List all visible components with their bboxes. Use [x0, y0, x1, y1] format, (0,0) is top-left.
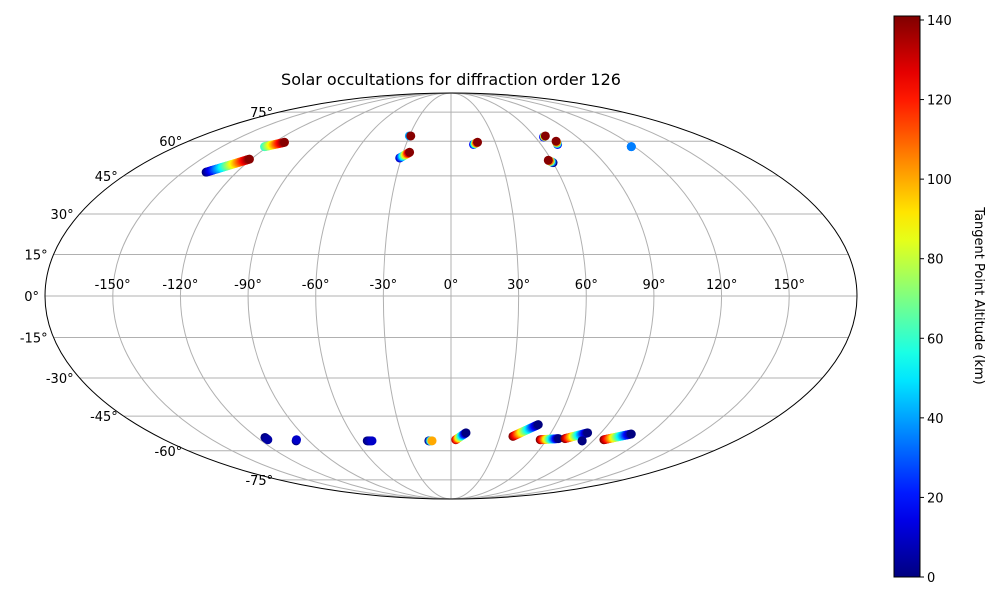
data-point: [626, 429, 636, 439]
y-tick-labels: -75° -60° -45° -30° -15° 0° 15° 30° 45° 60° 75°: [20, 106, 273, 489]
data-point: [406, 131, 416, 141]
data-point: [583, 428, 593, 438]
occultation-track: [260, 137, 289, 152]
data-point: [554, 434, 564, 444]
x-tick-label: 90°: [642, 278, 665, 293]
data-point: [263, 435, 273, 445]
data-point: [405, 147, 415, 157]
x-tick-label: -120°: [162, 278, 198, 293]
occultation-points: [201, 131, 636, 446]
occultation-track: [599, 429, 636, 445]
graticule: [45, 93, 857, 499]
chart-title: Solar occultations for diffraction order…: [281, 70, 621, 89]
data-point: [533, 420, 543, 430]
colorbar-tick-label: 60: [927, 332, 944, 347]
y-tick-label: -15°: [20, 332, 48, 347]
colorbar-ticks: 0 20 40 60 80 100 120 140: [920, 14, 952, 586]
occultation-track: [577, 436, 587, 446]
y-tick-label: 45°: [95, 170, 118, 185]
colorbar-tick-label: 120: [927, 94, 952, 109]
occultation-track: [404, 131, 416, 141]
map-boundary: [44, 92, 858, 500]
occultation-track: [469, 137, 483, 149]
x-tick-labels: -150° -120° -90° -60° -30° 0° 30° 60° 90° 120° 150…: [95, 278, 805, 293]
x-tick-label: 0°: [444, 278, 459, 293]
y-tick-label: 30°: [51, 208, 74, 223]
colorbar: 0 20 40 60 80 100 120 140 Tangent Point Altitud…: [893, 14, 986, 586]
occultation-track: [626, 142, 636, 152]
occultation-track: [535, 434, 564, 445]
colorbar-tick-label: 40: [927, 412, 944, 427]
y-tick-label: -45°: [90, 410, 118, 425]
x-tick-label: 120°: [706, 278, 737, 293]
data-point: [626, 142, 636, 152]
occultation-track: [362, 436, 377, 446]
y-tick-label: 75°: [250, 106, 273, 121]
colorbar-tick-label: 80: [927, 253, 944, 268]
occultation-track: [201, 154, 254, 177]
occultation-track: [260, 432, 273, 445]
occultation-track: [560, 428, 593, 444]
occultation-track: [424, 436, 437, 446]
data-point: [473, 137, 483, 147]
y-tick-label: 0°: [24, 290, 39, 305]
colorbar-tick-label: 20: [927, 491, 944, 506]
x-tick-label: 30°: [507, 278, 530, 293]
occultation-track: [395, 147, 415, 163]
occultation-track: [451, 428, 471, 445]
data-point: [461, 428, 471, 438]
occultation-track: [551, 136, 563, 149]
data-point: [279, 137, 289, 147]
x-tick-label: 60°: [575, 278, 598, 293]
colorbar-gradient: [893, 15, 921, 578]
x-tick-label: 150°: [774, 278, 805, 293]
data-point: [543, 155, 553, 165]
y-tick-label: 60°: [159, 135, 182, 150]
occultation-track: [508, 420, 543, 441]
x-tick-label: -30°: [369, 278, 397, 293]
data-point: [367, 436, 377, 446]
y-tick-label: -75°: [245, 474, 273, 489]
occultation-track: [543, 155, 558, 168]
colorbar-tick-label: 140: [927, 14, 952, 29]
data-point: [551, 136, 561, 146]
y-tick-label: -30°: [46, 372, 74, 387]
data-point: [577, 436, 587, 446]
colorbar-tick-label: 100: [927, 173, 952, 188]
x-tick-label: -90°: [234, 278, 262, 293]
colorbar-label: Tangent Point Altitude (km): [971, 206, 986, 384]
occultation-track: [291, 435, 301, 446]
data-point: [292, 435, 301, 445]
colorbar-tick-label: 0: [927, 571, 935, 586]
occultation-track: [539, 131, 550, 142]
data-point: [427, 436, 437, 446]
data-point: [540, 131, 550, 141]
data-point: [244, 154, 254, 164]
x-tick-label: -60°: [302, 278, 330, 293]
y-tick-label: 15°: [25, 248, 48, 263]
y-tick-label: -60°: [155, 445, 183, 460]
x-tick-label: -150°: [95, 278, 131, 293]
